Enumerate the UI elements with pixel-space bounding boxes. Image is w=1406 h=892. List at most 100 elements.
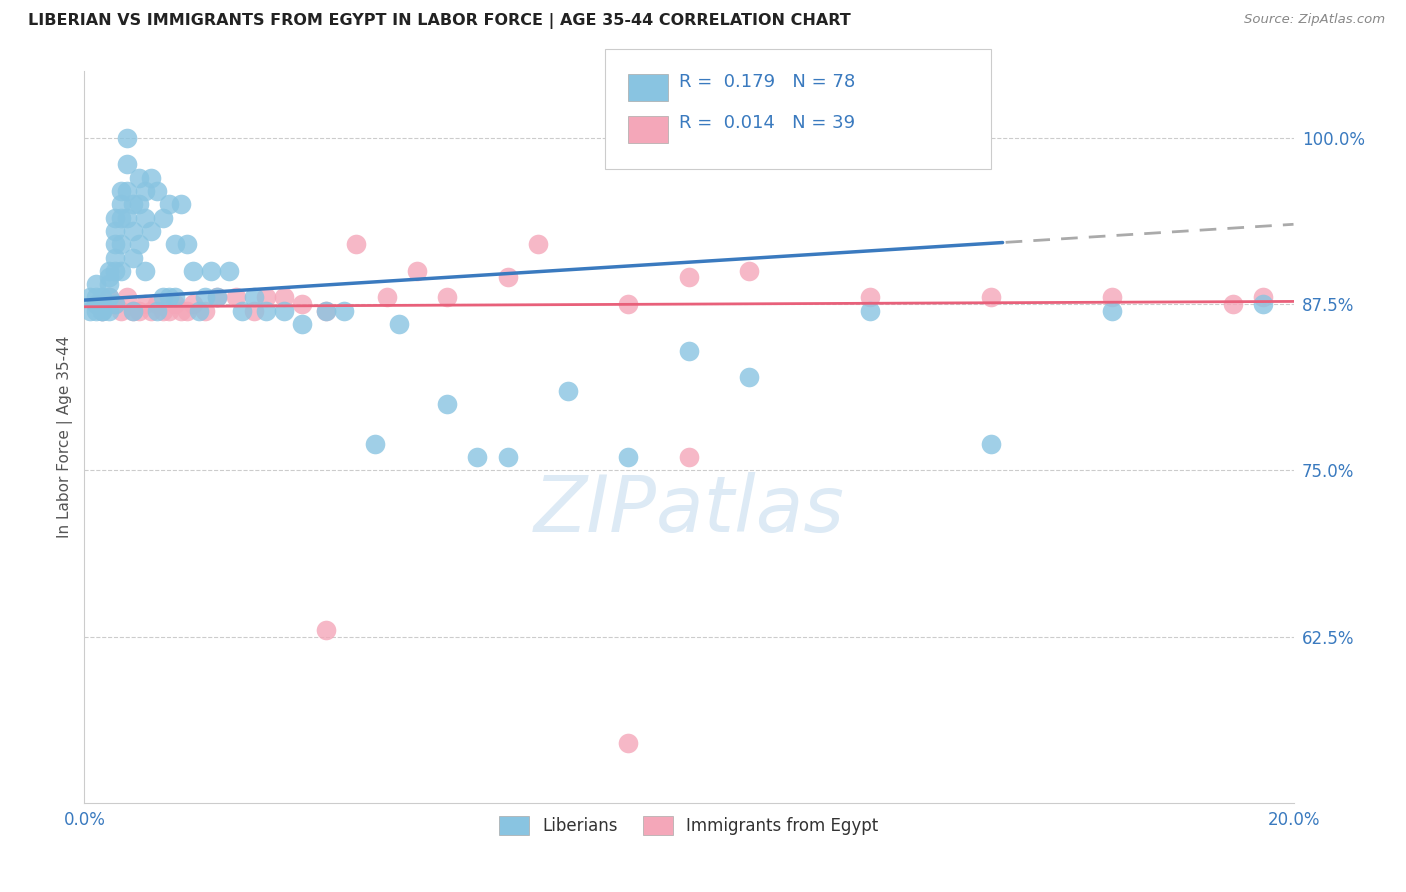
Point [436, 397, 458, 411]
Point [121, 224, 143, 238]
Point [176, 237, 198, 252]
Point [97, 270, 120, 285]
Point [115, 290, 138, 304]
Point [980, 436, 1002, 450]
Point [104, 224, 127, 238]
Point [225, 290, 247, 304]
Point [134, 297, 156, 311]
Point [79, 290, 101, 304]
Point [104, 211, 127, 225]
Point [273, 303, 295, 318]
Point [557, 384, 579, 398]
Point [91, 303, 114, 318]
Point [738, 264, 761, 278]
Point [170, 197, 193, 211]
Point [121, 303, 143, 318]
Point [406, 264, 429, 278]
Point [333, 303, 356, 318]
Point [291, 317, 314, 331]
Point [152, 303, 174, 318]
Point [231, 303, 253, 318]
Point [157, 197, 180, 211]
Point [86, 297, 108, 311]
Point [315, 623, 337, 637]
Point [91, 303, 114, 318]
Point [188, 303, 211, 318]
Point [859, 303, 882, 318]
Point [121, 197, 143, 211]
Point [121, 251, 143, 265]
Point [678, 450, 700, 464]
Point [200, 264, 222, 278]
Point [678, 343, 700, 358]
Point [97, 277, 120, 292]
Point [242, 290, 264, 304]
Point [110, 264, 132, 278]
Point [128, 197, 150, 211]
Text: Source: ZipAtlas.com: Source: ZipAtlas.com [1244, 13, 1385, 27]
Point [242, 303, 264, 318]
Point [1253, 290, 1275, 304]
Point [104, 297, 127, 311]
Point [176, 303, 198, 318]
Point [617, 450, 640, 464]
Point [139, 170, 162, 185]
Point [181, 297, 204, 311]
Point [181, 264, 204, 278]
Point [104, 237, 127, 252]
Point [134, 184, 156, 198]
Point [115, 131, 138, 145]
Point [194, 303, 217, 318]
Point [738, 370, 761, 384]
Point [1222, 297, 1244, 311]
Point [218, 264, 240, 278]
Legend: Liberians, Immigrants from Egypt: Liberians, Immigrants from Egypt [492, 809, 886, 842]
Text: R =  0.179   N = 78: R = 0.179 N = 78 [679, 73, 855, 91]
Y-axis label: In Labor Force | Age 35-44: In Labor Force | Age 35-44 [58, 336, 73, 538]
Point [617, 297, 640, 311]
Point [315, 303, 337, 318]
Point [467, 450, 489, 464]
Point [91, 303, 114, 318]
Point [165, 290, 187, 304]
Text: ZIPatlas: ZIPatlas [533, 472, 845, 549]
Point [86, 297, 108, 311]
Point [91, 297, 114, 311]
Point [859, 290, 882, 304]
Point [86, 277, 108, 292]
Point [152, 290, 174, 304]
Point [1101, 303, 1123, 318]
Point [170, 303, 193, 318]
Point [291, 297, 314, 311]
Point [388, 317, 411, 331]
Point [436, 290, 458, 304]
Point [165, 297, 187, 311]
Point [115, 157, 138, 171]
Point [496, 270, 519, 285]
Point [128, 303, 150, 318]
Point [152, 211, 174, 225]
Point [315, 303, 337, 318]
Point [139, 224, 162, 238]
Point [128, 170, 150, 185]
Point [121, 303, 143, 318]
Point [104, 264, 127, 278]
Point [110, 303, 132, 318]
Point [104, 297, 127, 311]
Point [104, 251, 127, 265]
Point [110, 184, 132, 198]
Point [115, 211, 138, 225]
Text: R =  0.014   N = 39: R = 0.014 N = 39 [679, 114, 855, 132]
Point [527, 237, 550, 252]
Point [146, 303, 169, 318]
Point [146, 184, 169, 198]
Point [134, 211, 156, 225]
Point [86, 290, 108, 304]
Point [363, 436, 385, 450]
Point [97, 264, 120, 278]
Point [79, 303, 101, 318]
Point [97, 290, 120, 304]
Text: LIBERIAN VS IMMIGRANTS FROM EGYPT IN LABOR FORCE | AGE 35-44 CORRELATION CHART: LIBERIAN VS IMMIGRANTS FROM EGYPT IN LAB… [28, 13, 851, 29]
Point [1253, 297, 1275, 311]
Point [207, 290, 229, 304]
